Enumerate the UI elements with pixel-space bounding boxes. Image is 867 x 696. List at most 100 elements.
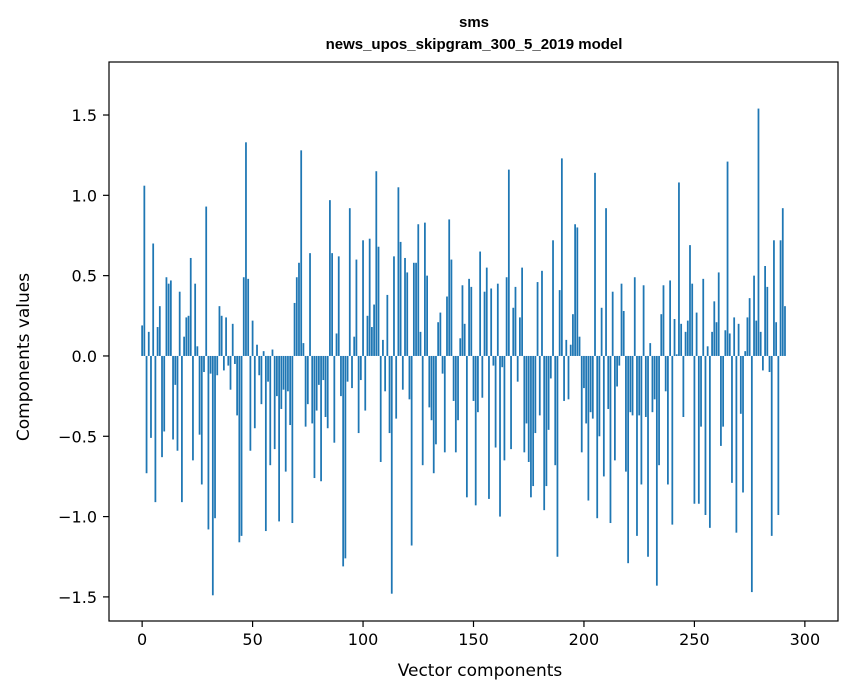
bar-241 — [673, 319, 676, 356]
bar-139 — [448, 219, 451, 356]
bar-257 — [708, 355, 711, 528]
bar-110 — [384, 355, 387, 392]
bar-46 — [242, 277, 245, 356]
bar-162 — [499, 355, 501, 517]
bar-60 — [273, 355, 276, 450]
bar-247 — [686, 320, 689, 356]
bar-140 — [450, 259, 453, 356]
bar-68 — [291, 355, 294, 524]
bar-43 — [236, 355, 239, 416]
bar-47 — [245, 142, 247, 356]
bar-231 — [651, 355, 654, 413]
bar-234 — [658, 355, 660, 466]
bar-185 — [549, 355, 552, 379]
bar-183 — [545, 355, 548, 487]
bar-219 — [625, 355, 627, 472]
bar-89 — [337, 256, 340, 356]
bar-136 — [441, 355, 444, 374]
bar-277 — [753, 275, 755, 356]
bar-109 — [382, 339, 384, 356]
bar-202 — [587, 355, 590, 501]
bar-252 — [697, 355, 700, 504]
bar-96 — [353, 336, 356, 356]
bar-248 — [689, 245, 691, 356]
bar-104 — [371, 327, 373, 356]
bar-224 — [636, 355, 638, 536]
bar-20 — [185, 317, 188, 356]
bar-196 — [574, 224, 576, 356]
bar-90 — [340, 355, 342, 397]
bar-195 — [572, 314, 574, 356]
x-tick-label: 300 — [790, 630, 821, 649]
bar-184 — [547, 355, 550, 430]
bar-171 — [519, 317, 521, 356]
bar-164 — [503, 355, 506, 461]
bar-218 — [622, 310, 625, 356]
bar-56 — [264, 355, 267, 532]
bar-125 — [417, 224, 420, 356]
bar-166 — [507, 169, 510, 356]
bar-225 — [638, 355, 641, 416]
bar-239 — [669, 280, 671, 356]
bar-80 — [317, 355, 320, 385]
bar-45 — [240, 355, 243, 536]
bar-168 — [512, 307, 515, 356]
bar-238 — [667, 355, 669, 485]
bar-174 — [525, 355, 528, 424]
bar-167 — [510, 355, 512, 450]
bar-283 — [766, 286, 769, 356]
bar-15 — [174, 355, 177, 385]
bar-2 — [145, 355, 148, 474]
bar-32 — [211, 355, 214, 596]
bar-290 — [781, 208, 784, 356]
bar-271 — [739, 355, 742, 414]
bar-150 — [472, 355, 475, 401]
bar-178 — [534, 355, 537, 434]
bar-233 — [655, 355, 658, 586]
bar-95 — [351, 355, 353, 389]
axis-ticks: 0 50 100 150 200 250 300 −1.5 −1.0 −0.5 0.0 0.5 1.0 1… — [58, 106, 820, 649]
bar-55 — [262, 351, 265, 356]
bar-161 — [496, 283, 499, 356]
bar-141 — [452, 355, 455, 401]
bar-173 — [523, 355, 526, 453]
bar-291 — [784, 306, 786, 356]
bar-189 — [558, 290, 561, 356]
bar-87 — [333, 355, 336, 443]
bar-181 — [541, 270, 543, 356]
bar-285 — [770, 355, 773, 536]
bar-70 — [295, 277, 298, 356]
bar-221 — [629, 355, 632, 413]
bar-137 — [443, 355, 446, 453]
bar-265 — [726, 161, 729, 356]
bar-126 — [419, 331, 422, 356]
bar-97 — [355, 259, 358, 356]
bar-143 — [457, 355, 459, 421]
bar-192 — [565, 339, 568, 356]
bar-99 — [359, 355, 362, 381]
bar-128 — [424, 222, 426, 356]
bar-44 — [238, 355, 241, 543]
bar-36 — [220, 315, 223, 356]
x-tick-label: 250 — [679, 630, 710, 649]
bar-203 — [589, 355, 592, 413]
bar-77 — [311, 355, 314, 424]
x-tick-label: 100 — [348, 630, 379, 649]
bar-14 — [172, 355, 174, 440]
bar-88 — [335, 333, 338, 356]
bar-107 — [377, 246, 380, 356]
bar-226 — [640, 355, 643, 485]
bar-287 — [775, 322, 778, 356]
bar-63 — [280, 355, 283, 409]
bar-0 — [141, 325, 144, 356]
bar-228 — [644, 355, 647, 417]
bar-289 — [779, 240, 782, 356]
bar-148 — [468, 278, 470, 356]
bar-144 — [459, 338, 462, 356]
bar-122 — [410, 355, 413, 546]
bar-227 — [642, 285, 645, 356]
y-tick-label: 0.5 — [72, 267, 97, 286]
bar-12 — [167, 283, 170, 356]
bar-40 — [229, 355, 232, 390]
bar-158 — [490, 288, 493, 356]
